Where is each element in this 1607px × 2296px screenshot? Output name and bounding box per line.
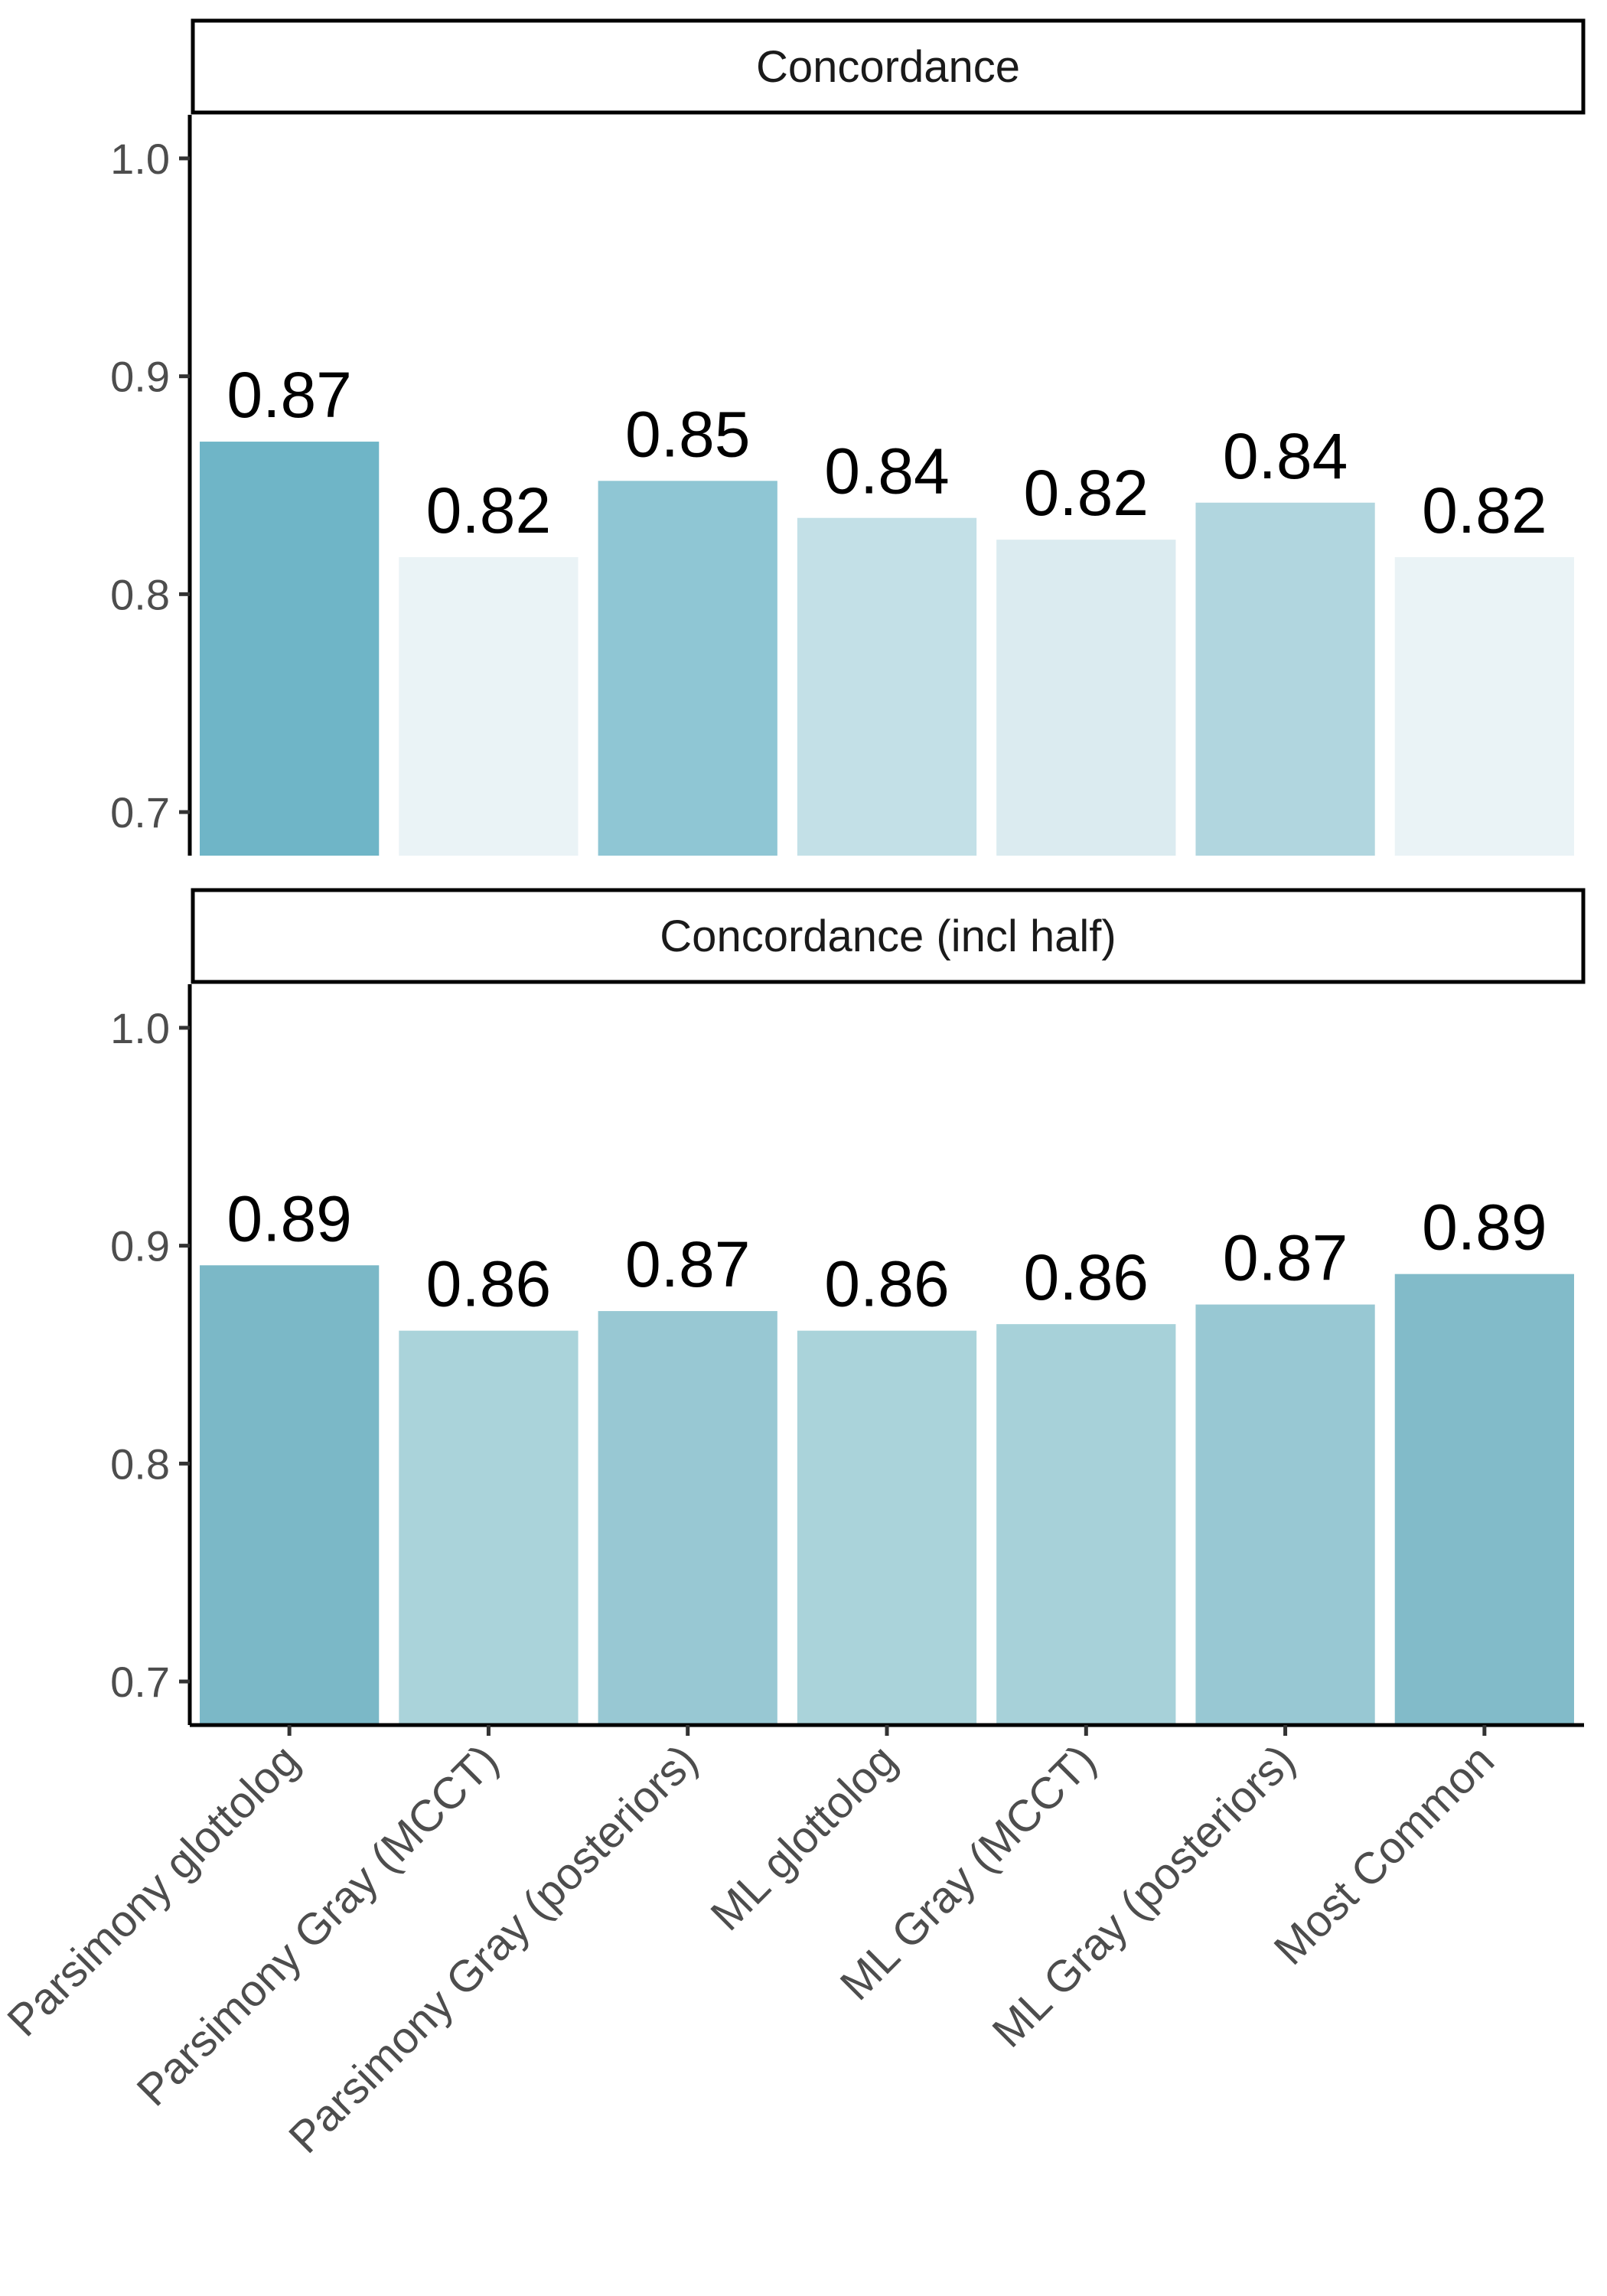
y-tick-label: 1.0 bbox=[110, 135, 170, 183]
facet-strip bbox=[191, 18, 1586, 115]
bar bbox=[399, 1330, 579, 1725]
bar bbox=[598, 481, 777, 856]
x-tick-label: Parsimony Gray (posteriors) bbox=[279, 1735, 707, 2163]
bar bbox=[996, 1324, 1176, 1725]
bar bbox=[1195, 1304, 1375, 1725]
bar-value-label: 0.89 bbox=[1422, 1192, 1547, 1264]
x-tick-label: Parsimony Gray (MCCT) bbox=[128, 1735, 508, 2115]
bar-value-label: 0.82 bbox=[1024, 457, 1149, 529]
y-tick-label: 1.0 bbox=[110, 1004, 170, 1052]
bar bbox=[399, 556, 579, 856]
bar bbox=[598, 1311, 777, 1725]
bar bbox=[1394, 1274, 1574, 1725]
bar bbox=[200, 442, 380, 856]
y-tick-label: 0.9 bbox=[110, 1222, 170, 1270]
bar-value-label: 0.87 bbox=[227, 359, 352, 431]
bar-value-label: 0.86 bbox=[1024, 1241, 1149, 1313]
facet-strip bbox=[191, 888, 1586, 984]
facet-title: Concordance bbox=[756, 42, 1020, 92]
facet-title: Concordance (incl half) bbox=[660, 912, 1116, 961]
x-tick-label: ML glottolog bbox=[701, 1735, 906, 1940]
bar-value-label: 0.86 bbox=[426, 1248, 552, 1320]
y-tick-label: 0.7 bbox=[110, 1658, 170, 1706]
y-tick-label: 0.8 bbox=[110, 1440, 170, 1488]
bar-value-label: 0.87 bbox=[1223, 1222, 1348, 1294]
bar bbox=[797, 517, 977, 856]
bar-value-label: 0.87 bbox=[625, 1228, 751, 1300]
bar-value-label: 0.89 bbox=[227, 1182, 352, 1254]
y-tick-label: 0.9 bbox=[110, 353, 170, 401]
bar-value-label: 0.85 bbox=[625, 398, 751, 470]
bar bbox=[200, 1265, 380, 1725]
bar bbox=[1394, 556, 1574, 856]
bar-value-label: 0.84 bbox=[1223, 420, 1348, 492]
bar-value-label: 0.82 bbox=[426, 475, 552, 546]
bar-value-label: 0.82 bbox=[1422, 475, 1547, 546]
bar bbox=[996, 540, 1176, 856]
y-tick-label: 0.7 bbox=[110, 788, 170, 837]
bar bbox=[797, 1330, 977, 1725]
bar-value-label: 0.84 bbox=[824, 435, 950, 507]
y-tick-label: 0.8 bbox=[110, 570, 170, 618]
bar-value-label: 0.86 bbox=[824, 1248, 950, 1320]
bar bbox=[1195, 502, 1375, 856]
